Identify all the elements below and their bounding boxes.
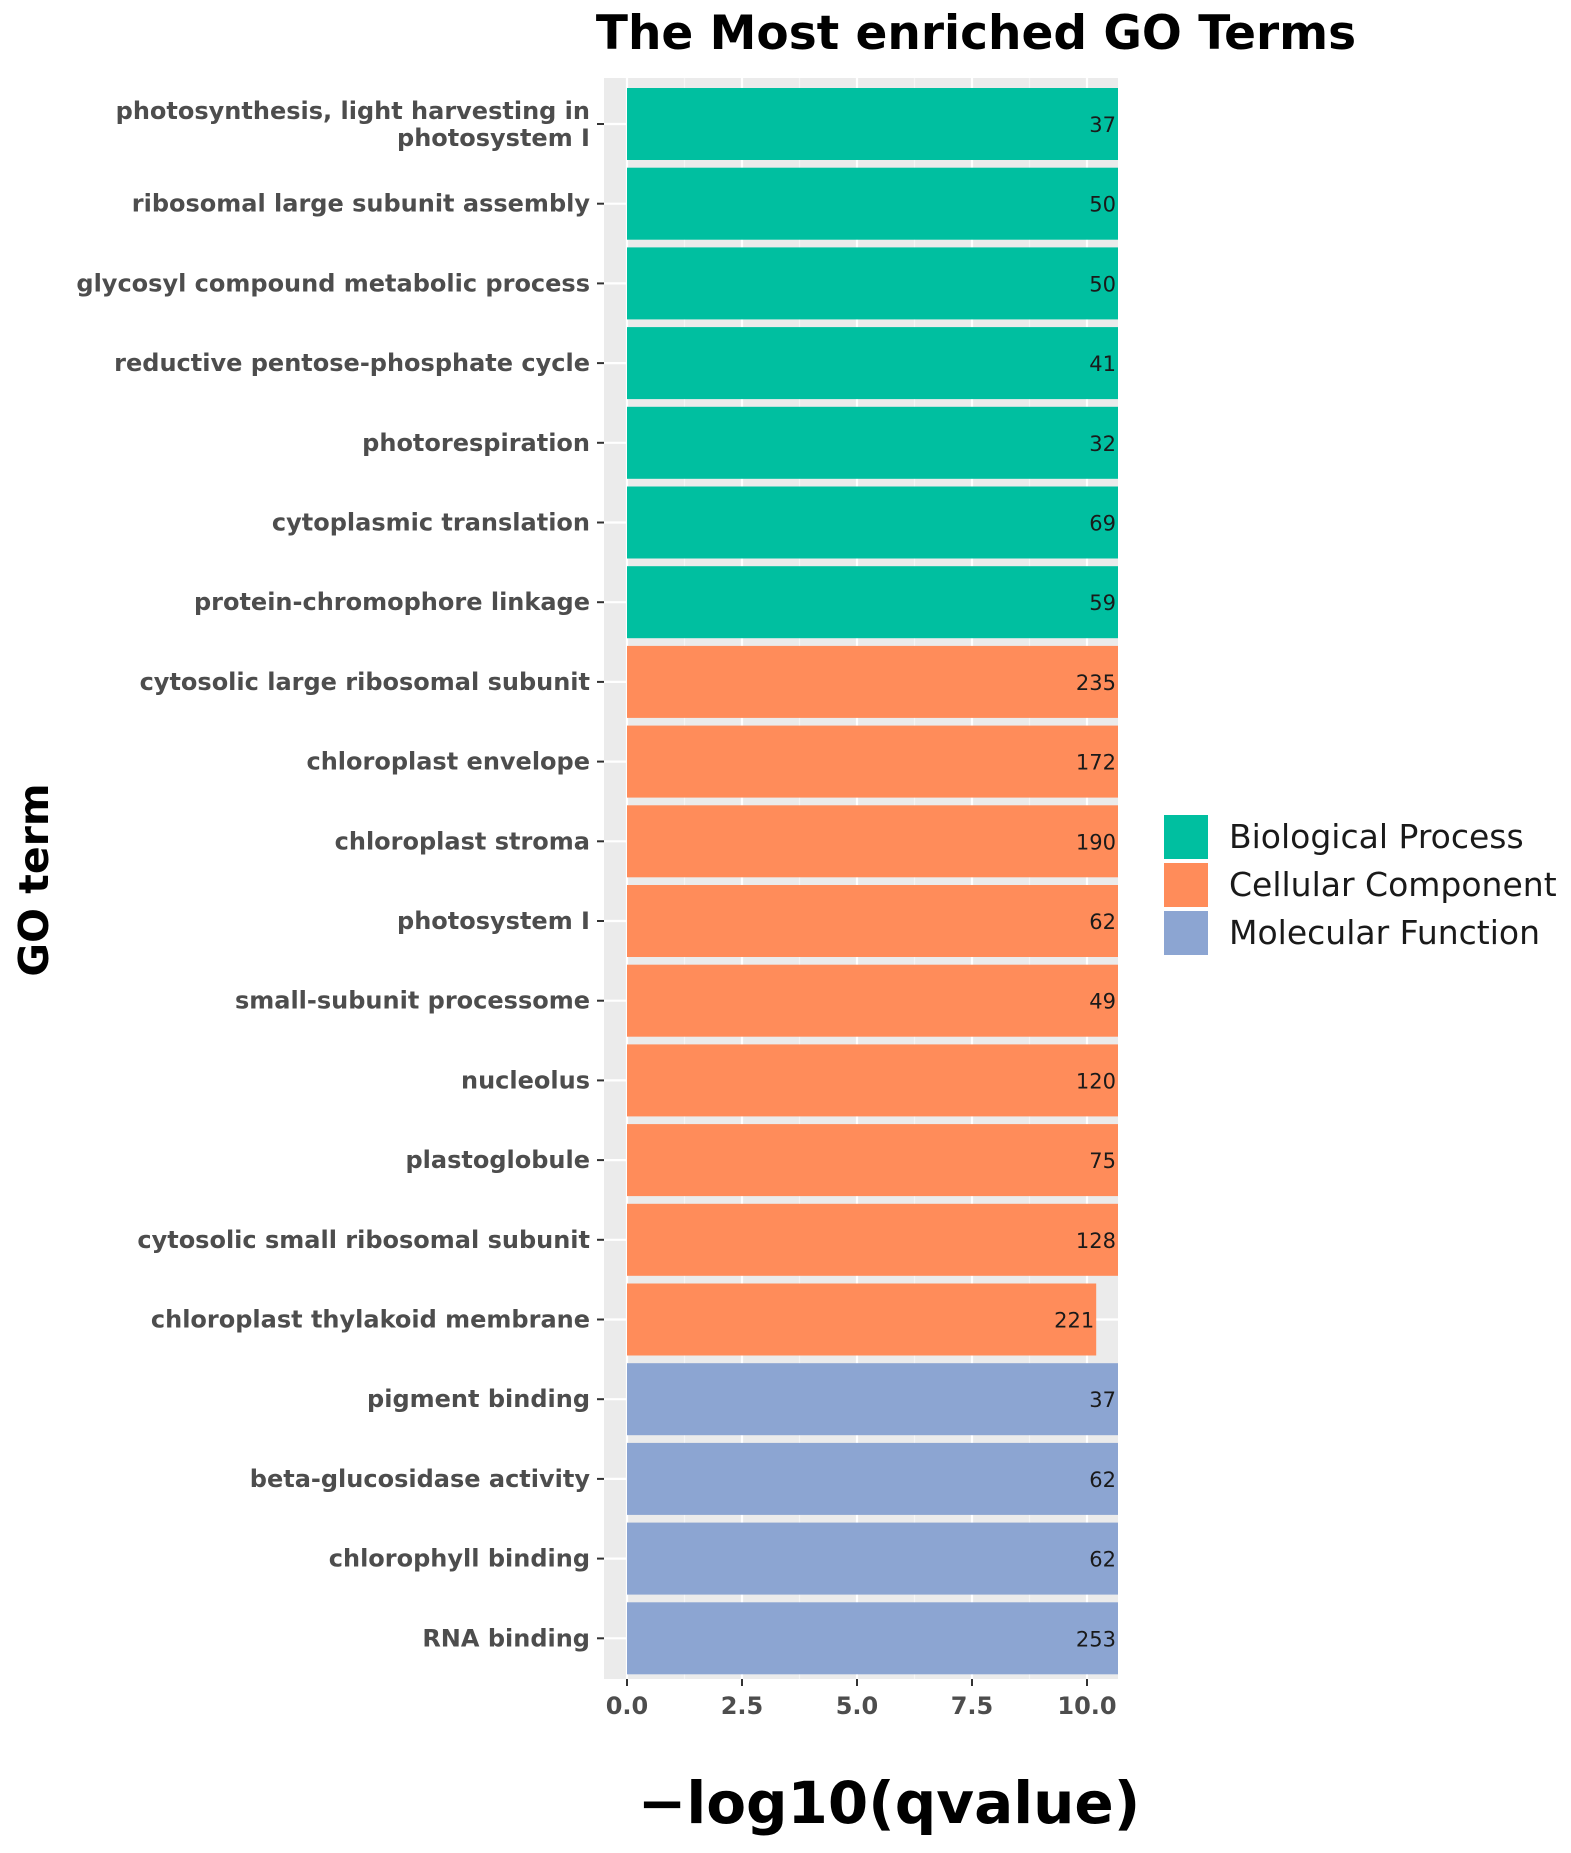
bar-value-label: 50 [1089,193,1116,217]
x-axis-title: −log10(qvalue) [638,1769,1141,1837]
bar [627,167,1118,240]
bar-value-label: 120 [1076,1069,1116,1093]
y-axis-ticks: photosynthesis, light harvesting in photo… [76,97,604,1652]
x-tick-label: 0.0 [606,1692,649,1720]
y-tick-label: small-subunit processome [235,987,590,1015]
legend-label: Biological Process [1229,817,1524,856]
bar-value-label: 32 [1089,432,1116,456]
bar-value-label: 221 [1054,1309,1094,1333]
y-tick-label: reductive pentose-phosphate cycle [114,349,590,377]
bar-value-label: 37 [1089,1388,1116,1412]
bar-value-label: 235 [1076,671,1116,695]
legend: Biological Process Cellular Component Mole… [1164,815,1557,955]
y-tick-label: nucleolus [461,1066,590,1094]
bar [627,566,1118,639]
y-tick-label: chloroplast envelope [306,748,590,776]
bar-value-label: 128 [1076,1229,1116,1253]
bar-value-label: 75 [1089,1149,1116,1173]
legend-key [1164,863,1208,907]
bar-value-label: 41 [1089,352,1116,376]
y-tick-label: pigment binding [367,1385,590,1413]
y-tick-label: beta-glucosidase activity [250,1465,591,1493]
legend-label: Molecular Function [1229,913,1540,952]
y-tick-label: photorespiration [362,429,590,457]
bar [627,1124,1118,1197]
y-tick-label: ribosomal large subunit assembly [132,190,591,218]
bar-value-label: 253 [1076,1627,1116,1651]
legend-key [1164,911,1208,955]
bar-value-label: 49 [1089,990,1116,1014]
bars [627,88,1118,1675]
bar [627,247,1118,320]
y-tick-label: cytosolic small ribosomal subunit [137,1226,590,1254]
chart-title: The Most enriched GO Terms [596,6,1356,61]
x-tick-label: 2.5 [721,1692,764,1720]
bar-value-label: 172 [1076,751,1116,775]
x-tick-label: 5.0 [836,1692,879,1720]
y-tick-label: cytosolic large ribosomal subunit [140,668,590,696]
bar [627,964,1118,1037]
y-tick-label: chlorophyll binding [329,1545,590,1573]
bar-value-label: 69 [1089,512,1116,536]
x-tick-label: 7.5 [951,1692,994,1720]
y-tick-label: cytoplasmic translation [272,509,590,537]
y-tick-label: photosynthesis, light harvesting in photo… [116,97,590,152]
bar [627,486,1118,559]
bar [627,1283,1097,1356]
bar [627,805,1118,878]
x-tick-label: 10.0 [1057,1692,1116,1720]
y-axis-title: GO term [10,783,58,976]
y-tick-label: protein-chromophore linkage [194,588,590,616]
bar [627,885,1118,957]
bar-value-label: 37 [1089,113,1116,137]
legend-label: Cellular Component [1229,865,1557,904]
bar [627,327,1118,400]
y-tick-label: photosystem I [397,907,590,935]
y-tick-label: RNA binding [422,1624,590,1652]
legend-key [1164,815,1208,859]
bar [627,1602,1118,1675]
bar [627,1363,1118,1436]
bar [627,406,1118,479]
y-tick-label: chloroplast stroma [335,827,590,855]
bar [627,1044,1118,1117]
bar [627,725,1118,798]
y-tick-label: plastoglobule [405,1146,590,1174]
x-axis-ticks: 0.0 2.5 5.0 7.5 10.0 [606,1679,1117,1720]
bar-value-label: 62 [1089,1548,1116,1572]
bar [627,645,1118,718]
bar [627,1203,1118,1276]
bar [627,1442,1118,1515]
bar-value-label: 62 [1089,1468,1116,1492]
y-tick-label: glycosyl compound metabolic process [76,269,590,297]
bar-value-label: 62 [1089,910,1116,934]
bar [627,88,1118,160]
bar [627,1522,1118,1595]
bar-labels: 37 50 50 41 32 69 59 235 172 190 62 49 120 75 128 221 37… [1054,113,1116,1651]
bar-value-label: 50 [1089,272,1116,296]
bar-value-label: 59 [1089,591,1116,615]
y-tick-label: chloroplast thylakoid membrane [151,1306,590,1334]
bar-value-label: 190 [1076,830,1116,854]
